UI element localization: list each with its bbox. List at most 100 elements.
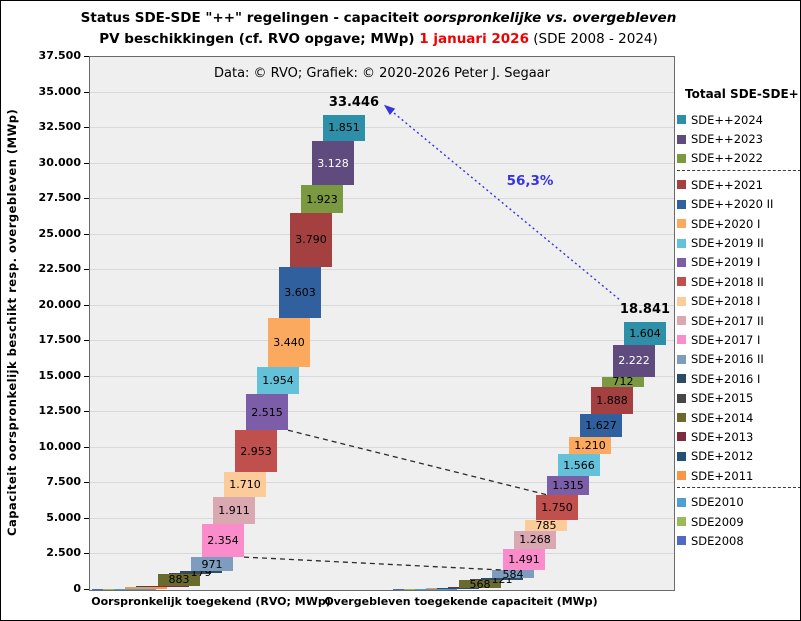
bar-segment-sde-2017-ii-remaining: 1.268: [514, 530, 556, 549]
chart-title-line2: PV beschikkingen (cf. RVO opgave; MWp) 1…: [99, 31, 658, 47]
legend-swatch: [677, 413, 686, 423]
legend-item-sde-2016-i: SDE+2016 I: [677, 369, 800, 388]
legend-items: SDE++2024 SDE++2023 SDE++2022 SDE++2021 SDE+…: [677, 110, 800, 551]
connector-dashed-line: [243, 556, 504, 571]
y-tick-mark: [84, 91, 89, 93]
gridline: [90, 304, 674, 306]
segment-value-label: 1.627: [585, 418, 617, 432]
y-tick-label: 37.500: [38, 49, 81, 62]
segment-value-label: 3.440: [273, 335, 305, 349]
segment-value-label: 712: [612, 375, 634, 389]
y-tick-mark: [84, 517, 89, 519]
legend-swatch: [677, 335, 686, 345]
y-tick-label: 20.000: [38, 297, 81, 311]
legend-item-sde2009: SDE2009: [677, 512, 800, 531]
y-tick-mark: [84, 269, 89, 271]
segment-value-label: 971: [201, 557, 223, 571]
segment-value-label: 883: [168, 573, 190, 587]
legend-swatch: [677, 354, 686, 364]
bar-segment-sde-2024-remaining: 1.604: [624, 322, 666, 346]
bar-segment-sde-2014-remaining: 568: [459, 578, 501, 591]
bar-segment-sde-2023-remaining: 2.222: [613, 345, 655, 377]
legend-swatch: [677, 296, 686, 306]
y-tick-mark: [84, 553, 89, 555]
legend-item-sde-2023: SDE++2023: [677, 129, 800, 148]
legend-swatch: [677, 115, 686, 125]
y-tick-label: 15.000: [38, 368, 81, 382]
bar-segment-sde-2017-i-original: 2.354: [202, 523, 244, 558]
segment-value-label: 2.354: [207, 533, 239, 547]
legend-item-label: SDE+2020 I: [691, 216, 761, 231]
gridline: [90, 375, 674, 377]
legend-item-label: SDE2009: [691, 514, 744, 529]
legend-item-label: SDE++2024: [691, 112, 763, 127]
legend-item-sde-2017-i: SDE+2017 I: [677, 330, 800, 349]
gridline: [90, 553, 674, 555]
segment-value-label: 1.604: [629, 327, 661, 341]
segment-value-label: 785: [535, 518, 557, 532]
legend-swatch: [677, 199, 686, 209]
chart-title-line1: Status SDE-SDE "++" regelingen - capacit…: [80, 10, 677, 26]
legend-item-sde-2018-i: SDE+2018 I: [677, 292, 800, 311]
y-tick-mark: [84, 411, 89, 413]
bar-segment-sde-2022-remaining: 712: [602, 375, 644, 389]
bar-segment-sde-2011-original: [125, 587, 167, 589]
legend-item-label: SDE+2017 I: [691, 332, 761, 347]
y-tick-label: 25.000: [38, 226, 81, 240]
bar-segment-sde-2024-original: 1.851: [323, 114, 365, 141]
y-tick-label: 30.000: [38, 155, 81, 169]
gridline: [90, 340, 674, 342]
gridline: [90, 198, 674, 200]
y-tick-label: 0: [73, 582, 81, 595]
segment-value-label: 1.750: [541, 500, 573, 514]
bar-segment-sde-2018-ii-original: 2.953: [235, 430, 277, 473]
bar-segment-sde-2018-i-original: 1.710: [224, 472, 266, 497]
bar-segment-sde-2017-ii-original: 1.911: [213, 496, 255, 524]
legend-item-sde-2020-ii: SDE++2020 II: [677, 195, 800, 214]
plot-area: Data: © RVO; Grafiek: © 2020-2026 Peter …: [89, 56, 675, 591]
y-tick-mark: [84, 304, 89, 306]
segment-value-label: 1.566: [563, 458, 595, 472]
chart-title: Status SDE-SDE "++" regelingen - capacit…: [1, 8, 756, 50]
legend-swatch: [677, 153, 686, 163]
legend-item-label: SDE2008: [691, 533, 744, 548]
legend: Totaal SDE-SDE++ SDE++2024 SDE++2023 SDE++…: [677, 87, 800, 551]
legend-item-sde-2016-ii: SDE+2016 II: [677, 350, 800, 369]
y-tick-mark: [84, 375, 89, 377]
legend-item-sde-2021: SDE++2021: [677, 175, 800, 194]
gridline: [90, 127, 674, 129]
percentage-label: 56,3%: [506, 173, 554, 189]
y-tick-mark: [84, 340, 89, 342]
bar-segment-sde-2018-i-remaining: 785: [525, 518, 567, 532]
x-category-label-remaining: Overgebleven toegekende capaciteit (MWp): [324, 595, 598, 608]
legend-item-sde-2024: SDE++2024: [677, 110, 800, 129]
legend-swatch: [677, 134, 686, 144]
bar-segment-sde-2014-original: 883: [158, 573, 200, 587]
legend-swatch: [677, 393, 686, 403]
segment-value-label: 584: [502, 567, 524, 581]
legend-item-label: SDE+2019 II: [691, 236, 764, 251]
legend-item-sde-2015: SDE+2015: [677, 388, 800, 407]
segment-value-label: 1.851: [328, 121, 360, 135]
legend-swatch: [677, 277, 686, 287]
legend-item-sde-2017-ii: SDE+2017 II: [677, 311, 800, 330]
y-axis-title: Capaciteit oorspronkelijk beschikt resp.…: [5, 108, 19, 537]
segment-value-label: 1.210: [574, 438, 606, 452]
segment-value-label: 3.790: [295, 233, 327, 247]
bar-segment-sde-2021-remaining: 1.888: [591, 386, 633, 414]
legend-item-sde-2012: SDE+2012: [677, 447, 800, 466]
legend-item-sde-2013: SDE+2013: [677, 427, 800, 446]
annotation-overlay: [243, 104, 620, 571]
legend-swatch: [677, 374, 686, 384]
connector-dashed-line: [287, 429, 548, 496]
gridline: [90, 162, 674, 164]
y-tick-label: 17.500: [38, 333, 81, 347]
y-tick-label: 7.500: [46, 475, 81, 489]
legend-item-label: SDE2010: [691, 495, 744, 510]
legend-item-sde-2019-i: SDE+2019 I: [677, 253, 800, 272]
bar-segment-sde-2021-original: 3.790: [290, 212, 332, 267]
bar-segment-sde2010-original: [114, 588, 156, 590]
bar-segment-sde-2020-ii-original: 3.603: [279, 266, 321, 318]
legend-item-label: SDE+2017 II: [691, 313, 764, 328]
legend-item-label: SDE+2018 II: [691, 274, 764, 289]
